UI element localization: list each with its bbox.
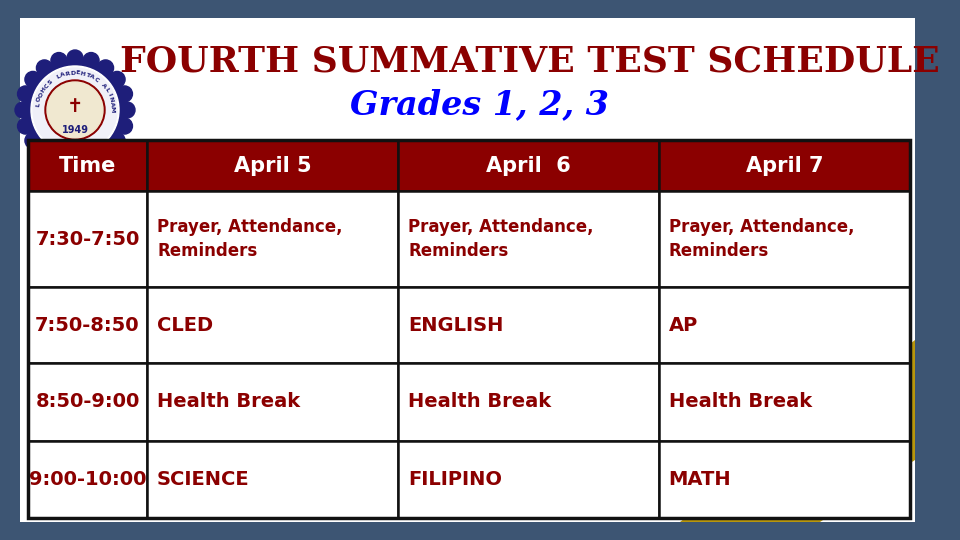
Bar <box>659 140 910 191</box>
Bar <box>659 441 910 518</box>
Polygon shape <box>820 460 915 522</box>
Circle shape <box>98 60 113 76</box>
Text: I: I <box>106 93 111 97</box>
Text: Health Break: Health Break <box>408 392 552 411</box>
Text: Prayer, Attendance,
Reminders: Prayer, Attendance, Reminders <box>668 218 854 260</box>
Circle shape <box>109 132 125 149</box>
Bar <box>28 287 147 363</box>
Text: 9:00-10:00: 9:00-10:00 <box>29 470 146 489</box>
Bar <box>398 287 659 363</box>
Text: R: R <box>64 71 70 77</box>
Text: O: O <box>36 96 42 103</box>
Bar <box>659 287 910 363</box>
Text: L: L <box>104 87 109 93</box>
Circle shape <box>67 50 83 66</box>
Circle shape <box>51 151 67 167</box>
Text: M: M <box>109 106 114 112</box>
Circle shape <box>36 60 53 76</box>
Text: H: H <box>40 87 47 94</box>
Text: April  6: April 6 <box>486 156 571 176</box>
Text: Prayer, Attendance,
Reminders: Prayer, Attendance, Reminders <box>408 218 594 260</box>
Circle shape <box>33 68 117 152</box>
Text: L: L <box>56 74 61 80</box>
Text: A: A <box>60 72 66 78</box>
Text: Grades 1, 2, 3: Grades 1, 2, 3 <box>350 89 610 122</box>
Circle shape <box>98 144 113 160</box>
Bar <box>398 363 659 441</box>
Text: MATH: MATH <box>668 470 732 489</box>
Text: Health Break: Health Break <box>157 392 300 411</box>
Bar <box>28 441 147 518</box>
Text: O: O <box>37 91 44 98</box>
Text: SCIENCE: SCIENCE <box>157 470 250 489</box>
Bar <box>28 191 147 287</box>
Bar <box>659 363 910 441</box>
Text: A: A <box>88 74 95 80</box>
Text: AP: AP <box>668 316 698 335</box>
Text: E: E <box>75 70 80 76</box>
Circle shape <box>17 118 34 134</box>
Text: April 5: April 5 <box>234 156 312 176</box>
Circle shape <box>109 71 125 87</box>
Circle shape <box>31 66 119 154</box>
Text: Time: Time <box>59 156 116 176</box>
Circle shape <box>45 80 105 140</box>
Circle shape <box>84 52 99 69</box>
Circle shape <box>119 102 135 118</box>
Bar <box>147 140 398 191</box>
Bar <box>147 363 398 441</box>
Text: C: C <box>43 83 50 90</box>
Circle shape <box>84 151 99 167</box>
Circle shape <box>17 86 34 102</box>
Text: C: C <box>93 76 100 83</box>
Circle shape <box>25 60 125 160</box>
Text: L: L <box>36 102 41 107</box>
Circle shape <box>25 132 41 149</box>
Text: CLED: CLED <box>157 316 213 335</box>
Circle shape <box>36 144 53 160</box>
Bar <box>398 191 659 287</box>
Bar <box>147 191 398 287</box>
Text: FILIPINO: FILIPINO <box>408 470 502 489</box>
Text: 7:50-8:50: 7:50-8:50 <box>36 316 140 335</box>
Text: Prayer, Attendance,
Reminders: Prayer, Attendance, Reminders <box>157 218 343 260</box>
Text: FOURTH SUMMATIVE TEST SCHEDULE: FOURTH SUMMATIVE TEST SCHEDULE <box>120 45 940 79</box>
Bar <box>28 363 147 441</box>
Text: 1949: 1949 <box>61 125 88 135</box>
Polygon shape <box>680 340 915 522</box>
Text: D: D <box>70 70 75 76</box>
Bar <box>398 441 659 518</box>
Bar <box>28 140 147 191</box>
Text: S: S <box>47 79 54 86</box>
Text: N: N <box>108 96 113 103</box>
Text: H: H <box>80 71 85 77</box>
Text: T: T <box>84 72 90 78</box>
Circle shape <box>25 71 41 87</box>
Text: ENGLISH: ENGLISH <box>408 316 504 335</box>
Text: 8:50-9:00: 8:50-9:00 <box>36 392 140 411</box>
Circle shape <box>116 86 132 102</box>
Circle shape <box>15 102 31 118</box>
Text: 7:30-7:50: 7:30-7:50 <box>36 230 140 249</box>
Bar <box>147 287 398 363</box>
Circle shape <box>116 118 132 134</box>
Bar <box>147 441 398 518</box>
Bar <box>659 191 910 287</box>
Text: Health Break: Health Break <box>668 392 812 411</box>
Circle shape <box>47 82 103 138</box>
Circle shape <box>67 154 83 170</box>
Text: A: A <box>108 102 114 107</box>
Text: A: A <box>100 83 107 90</box>
Bar <box>398 140 659 191</box>
Bar <box>28 140 910 518</box>
Circle shape <box>51 52 67 69</box>
Text: April 7: April 7 <box>746 156 823 176</box>
Text: ✝: ✝ <box>67 97 84 116</box>
